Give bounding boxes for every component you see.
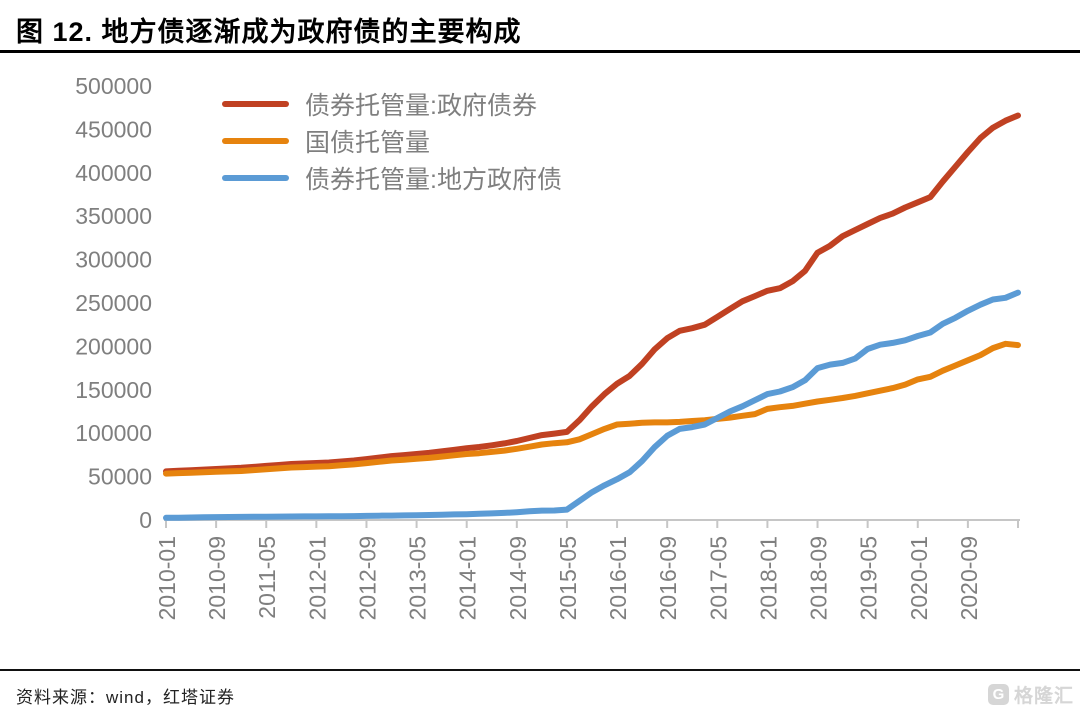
svg-text:2015-05: 2015-05 [555,536,581,620]
svg-text:200000: 200000 [75,333,152,359]
svg-text:250000: 250000 [75,290,152,316]
svg-text:300000: 300000 [75,247,152,273]
svg-text:2012-09: 2012-09 [354,536,380,620]
svg-text:2020-09: 2020-09 [956,536,982,620]
svg-text:2017-05: 2017-05 [705,536,731,620]
legend-label-local-gov: 债券托管量:地方政府债 [305,165,562,194]
line-chart: 0 50000 100000 150000 200000 250000 300000 3500… [75,73,1021,620]
svg-text:500000: 500000 [75,73,152,99]
gelonghui-watermark: G 格隆汇 [987,681,1074,708]
svg-text:450000: 450000 [75,116,152,142]
series-lines [163,112,1021,521]
series-local-gov-line [163,289,1021,521]
figure-footer: 资料来源：wind，红塔证券 G 格隆汇 [0,669,1080,715]
svg-text:2010-01: 2010-01 [154,536,180,620]
figure-header: 图 12. 地方债逐渐成为政府债的主要构成 [0,0,1080,50]
legend-swatch-local-gov [222,174,289,181]
svg-text:2018-09: 2018-09 [806,536,832,620]
svg-text:150000: 150000 [75,377,152,403]
gelonghui-logo-icon: G [987,684,1009,705]
series-gov-bonds-line [163,112,1021,475]
source-note: 资料来源：wind，红塔证券 [16,688,235,707]
svg-text:0: 0 [139,507,152,533]
series-treasury-line [163,340,1021,477]
svg-text:2013-05: 2013-05 [405,536,431,620]
svg-text:100000: 100000 [75,420,152,446]
legend-swatch-treasury [222,137,289,144]
x-axis [164,519,1020,528]
svg-text:2018-01: 2018-01 [755,536,781,620]
svg-text:2011-05: 2011-05 [254,536,280,619]
legend-swatch-gov-bonds [222,100,289,107]
svg-text:350000: 350000 [75,203,152,229]
legend-item-gov-bonds: 债券托管量:政府债券 [222,85,562,122]
legend-label-gov-bonds: 债券托管量:政府债券 [305,91,537,120]
svg-text:400000: 400000 [75,160,152,186]
svg-text:2010-09: 2010-09 [204,536,230,620]
y-axis-labels: 0 50000 100000 150000 200000 250000 300000 3500… [75,73,152,533]
header-divider [0,50,1080,53]
chart-legend: 债券托管量:政府债券 国债托管量 债券托管量:地方政府债 [222,85,562,196]
legend-label-treasury: 国债托管量 [305,128,431,157]
gelonghui-brand-text: 格隆汇 [1013,686,1074,707]
svg-text:2020-01: 2020-01 [906,536,932,620]
svg-text:2016-09: 2016-09 [655,536,681,620]
chart-area: 0 50000 100000 150000 200000 250000 300000 3500… [0,53,1080,661]
x-axis-labels: 2010-01 2010-09 2011-05 2012-01 2012-09 2013-… [154,536,982,620]
svg-text:2014-01: 2014-01 [455,536,481,620]
svg-text:50000: 50000 [88,464,152,490]
legend-item-treasury: 国债托管量 [222,122,562,159]
svg-text:2012-01: 2012-01 [304,536,330,620]
legend-item-local-gov: 债券托管量:地方政府债 [222,159,562,196]
svg-text:2014-09: 2014-09 [505,536,531,620]
svg-text:2019-05: 2019-05 [856,536,882,620]
svg-text:2016-01: 2016-01 [605,536,631,620]
figure-title: 图 12. 地方债逐渐成为政府债的主要构成 [16,17,522,47]
